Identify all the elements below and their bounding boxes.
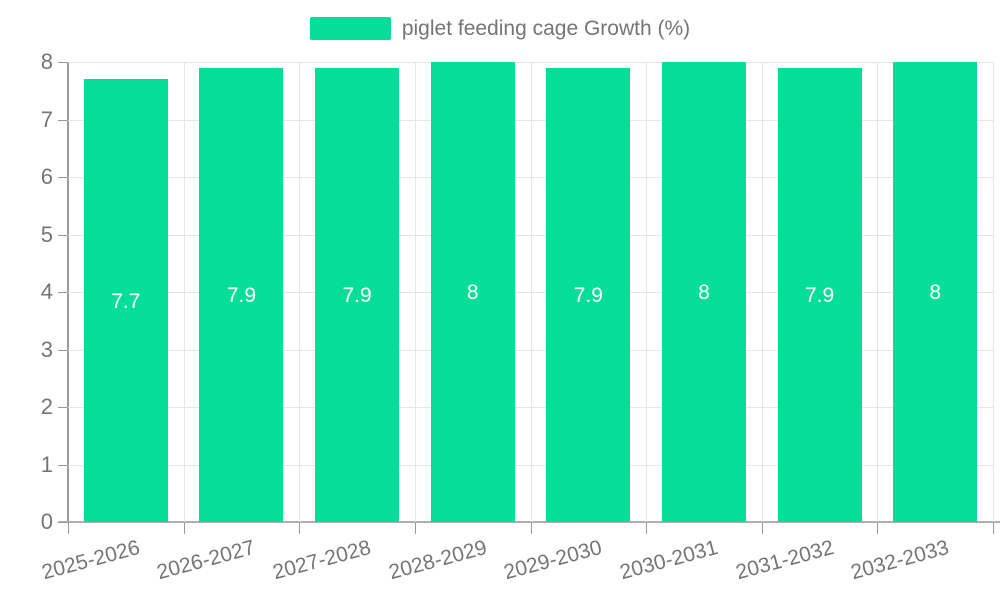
y-axis-tick — [58, 177, 68, 178]
x-tick-label: 2025-2026 — [39, 536, 143, 585]
x-axis-tick — [993, 522, 994, 534]
x-axis-tick — [646, 522, 648, 534]
bar-value-label: 8 — [698, 281, 710, 304]
y-axis-tick — [58, 522, 68, 523]
x-axis-tick — [299, 522, 301, 534]
plot-area: 0 1 2 3 4 5 6 7 8 7.7 2025-2026 7.9 2026-2027 7.9 2027… — [39, 51, 1000, 584]
x-axis-tick — [414, 522, 416, 534]
gridline-v — [877, 62, 879, 522]
gridline-v — [299, 62, 301, 522]
y-tick-label: 8 — [40, 49, 53, 74]
x-tick-label: 2027-2028 — [270, 536, 374, 585]
y-axis-tick — [58, 234, 68, 236]
bar[interactable] — [83, 79, 168, 522]
y-axis-tick — [58, 464, 68, 466]
x-tick-label: 2030-2031 — [617, 536, 721, 585]
bar[interactable] — [893, 62, 978, 522]
chart-legend[interactable]: piglet feeding cage Growth (%) — [0, 17, 1000, 40]
x-axis-tick — [68, 522, 69, 534]
y-tick-label: 5 — [40, 221, 53, 247]
y-tick-label: 3 — [40, 336, 53, 362]
y-axis-tick — [58, 119, 68, 121]
x-tick-label: 2032-2033 — [848, 536, 952, 585]
bar-value-label: 7.9 — [804, 283, 835, 307]
y-tick-label: 2 — [40, 394, 53, 419]
y-axis-tick — [58, 292, 68, 293]
bar-value-label: 7.7 — [111, 289, 141, 313]
x-axis-tick — [761, 522, 763, 534]
x-axis-tick — [183, 522, 185, 534]
y-tick-label: 6 — [40, 164, 53, 189]
bar-value-label: 7.9 — [573, 283, 603, 307]
x-axis-tick — [877, 522, 879, 534]
x-tick-label: 2031-2032 — [732, 536, 836, 585]
legend-swatch-icon — [309, 17, 391, 40]
bar[interactable] — [546, 67, 631, 522]
x-axis-line — [58, 521, 1000, 523]
bar-value-label: 8 — [929, 281, 942, 304]
y-axis-tick — [58, 62, 68, 63]
legend-label: piglet feeding cage Growth (%) — [401, 17, 691, 40]
bar-value-label: 8 — [466, 281, 479, 304]
y-tick-label: 1 — [40, 451, 53, 477]
bar[interactable] — [777, 67, 862, 522]
bar-value-label: 7.9 — [226, 283, 257, 307]
bar[interactable] — [315, 67, 400, 522]
x-tick-label: 2028-2029 — [386, 536, 490, 585]
bar[interactable] — [661, 62, 746, 522]
y-tick-label: 7 — [40, 106, 53, 132]
gridline-v — [993, 62, 994, 522]
bar-value-label: 7.9 — [342, 283, 372, 307]
y-tick-label: 4 — [40, 279, 53, 304]
gridline-v — [646, 62, 648, 522]
y-axis-tick — [58, 349, 68, 351]
y-axis-tick — [58, 407, 68, 408]
gridline-v — [414, 62, 416, 522]
x-tick-label: 2026-2027 — [154, 536, 258, 585]
gridline-v — [761, 62, 763, 522]
bar[interactable] — [430, 62, 515, 522]
gridline-v — [183, 62, 185, 522]
x-tick-label: 2029-2030 — [501, 536, 605, 585]
gridline-v — [530, 62, 532, 522]
bar[interactable] — [199, 67, 284, 522]
x-axis-tick — [530, 522, 532, 534]
y-tick-label: 0 — [40, 509, 53, 534]
